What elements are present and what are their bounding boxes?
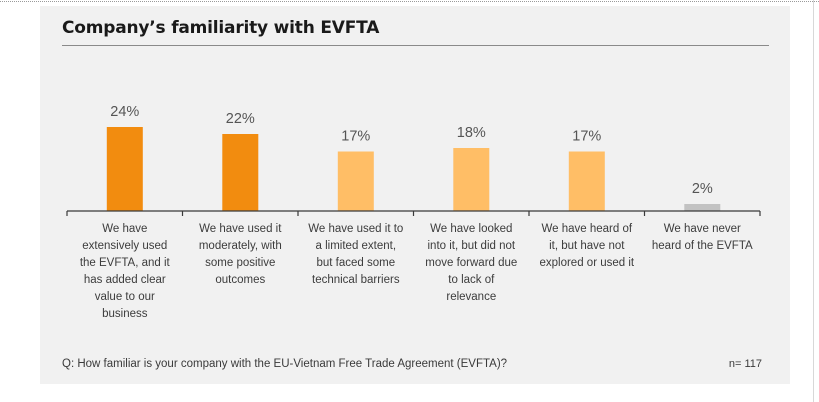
category-label-1: We have extensively used the EVFTA, and it… <box>80 223 171 320</box>
category-label-line: We have never <box>664 223 741 235</box>
category-label-line: We have heard of <box>542 223 633 235</box>
sample-size: n= 117 <box>728 358 762 370</box>
bar-4 <box>453 148 490 211</box>
category-label-2: We have used it moderately, with some posi… <box>199 223 282 286</box>
data-label-2: 22% <box>226 111 255 127</box>
category-label-line: extensively used <box>82 240 167 252</box>
category-label-line: the EVFTA, and it <box>80 257 171 269</box>
title-underline <box>62 45 769 46</box>
category-label-line: We have used it <box>199 223 282 235</box>
data-label-6: 2% <box>692 181 713 197</box>
category-label-line: heard of the EVFTA <box>652 240 753 252</box>
category-label-line: to lack of <box>448 274 495 286</box>
category-label-line: some positive <box>205 257 275 269</box>
category-label-line: We have looked <box>430 223 512 235</box>
category-label-line: We have <box>102 223 147 235</box>
category-label-line: We have used it to <box>308 223 403 235</box>
category-label-line: move forward due <box>425 257 517 269</box>
bar-5 <box>568 151 605 211</box>
category-label-5: We have heard of it, but have not explored… <box>539 223 634 269</box>
bar-chart: 24% We have extensively used the EVFTA, and… <box>66 104 761 320</box>
category-label-line: into it, but did not <box>428 240 516 252</box>
bar-2 <box>222 134 259 211</box>
bar-1 <box>106 127 143 211</box>
data-label-4: 18% <box>457 125 486 141</box>
bar-6 <box>684 204 721 211</box>
category-label-line: but faced some <box>316 257 395 269</box>
category-label-line: technical barriers <box>312 274 400 286</box>
category-label-line: value to our <box>95 291 155 303</box>
survey-question: Q: How familiar is your company with the… <box>62 358 508 370</box>
category-label-line: a limited extent, <box>316 240 397 252</box>
category-label-line: moderately, with <box>199 240 282 252</box>
category-label-line: it, but have not <box>549 240 625 252</box>
category-label-line: has added clear <box>84 274 166 286</box>
chart-title: Company’s familiarity with EVFTA <box>62 18 380 38</box>
category-label-4: We have looked into it, but did not move f… <box>425 223 517 303</box>
data-label-1: 24% <box>110 104 139 120</box>
category-label-line: relevance <box>446 291 496 303</box>
data-label-3: 17% <box>341 129 370 145</box>
top-dotted-border <box>0 1 819 2</box>
category-label-line: outcomes <box>215 274 265 286</box>
right-edge-line <box>813 0 814 402</box>
data-label-5: 17% <box>572 129 601 145</box>
category-label-6: We have never heard of the EVFTA <box>652 223 753 252</box>
chart-panel: Company’s familiarity with EVFTA 24% We h… <box>40 6 790 384</box>
bar-3 <box>337 151 374 211</box>
category-label-line: explored or used it <box>539 257 634 269</box>
category-label-3: We have used it to a limited extent, but f… <box>308 223 403 286</box>
category-label-line: business <box>102 308 148 320</box>
